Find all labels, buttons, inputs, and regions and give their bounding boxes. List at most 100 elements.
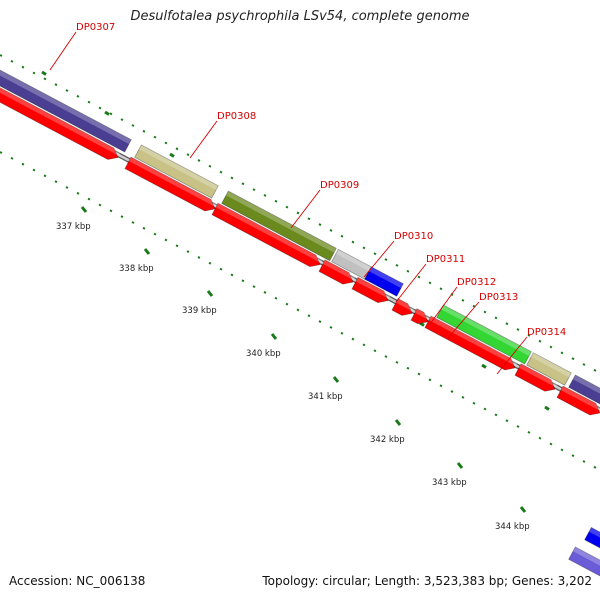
minor-tick <box>494 413 498 417</box>
minor-tick <box>538 436 542 440</box>
minor-tick <box>593 368 597 372</box>
minor-tick <box>516 425 520 428</box>
gene-block-DP0307-highlight <box>573 375 600 394</box>
minor-tick <box>571 454 575 458</box>
minor-tick <box>32 168 36 172</box>
cds-arrow <box>211 202 321 268</box>
gene-block-DP0309 <box>221 190 337 262</box>
minor-tick <box>274 296 278 300</box>
minor-tick <box>153 232 157 236</box>
gene-block-DP0307-highlight <box>0 70 132 144</box>
minor-tick <box>252 188 256 192</box>
gene-leader-line <box>49 31 77 71</box>
gene-block-DP0308-highlight <box>139 145 219 191</box>
minor-tick <box>208 261 212 265</box>
gene-label-DP0311: DP0311 <box>426 254 465 265</box>
minor-tick <box>406 269 410 273</box>
tick-label: 341 kbp <box>308 392 343 402</box>
gene-block-DP0314-highlight <box>441 305 532 356</box>
map-title: Desulfotalea psychrophila LSv54, complet… <box>130 9 470 24</box>
tick-label: 343 kbp <box>432 478 467 488</box>
minor-tick <box>142 129 146 133</box>
major-tick <box>169 152 175 158</box>
minor-tick <box>54 180 58 184</box>
gene-label-DP0307: DP0307 <box>76 22 115 33</box>
minor-tick <box>307 314 311 318</box>
gene-label-DP0309: DP0309 <box>320 180 359 191</box>
minor-tick <box>340 234 344 238</box>
minor-tick <box>65 186 69 189</box>
scale-ticks: 337 kbp 338 kbp 339 kbp 340 kbp 341 kbp 342 k… <box>0 54 597 532</box>
minor-tick <box>87 197 91 201</box>
gene-block-partial-highlight <box>573 547 600 566</box>
minor-tick <box>538 339 542 343</box>
major-tick <box>206 290 214 297</box>
minor-tick <box>131 221 135 224</box>
gene-label-DP0308: DP0308 <box>217 111 256 122</box>
minor-tick <box>98 203 102 207</box>
minor-tick <box>197 256 201 259</box>
gene-block-DP0307 <box>0 69 132 153</box>
minor-tick <box>263 291 267 294</box>
minor-tick <box>197 159 201 162</box>
gene-block-DP0309-highlight <box>226 191 337 253</box>
minor-tick <box>417 372 421 376</box>
minor-tick <box>351 337 355 341</box>
gene-block-partial <box>584 526 600 549</box>
minor-tick <box>219 170 223 174</box>
minor-tick <box>219 267 223 271</box>
major-tick <box>104 110 110 116</box>
major-tick <box>270 333 278 340</box>
major-tick <box>80 206 88 213</box>
minor-tick <box>549 345 553 349</box>
cds-arrow <box>318 259 354 285</box>
minor-tick <box>582 363 586 366</box>
tick-label: 340 kbp <box>246 349 281 359</box>
minor-tick <box>76 191 80 195</box>
gene-leader-line <box>395 263 427 303</box>
minor-tick <box>54 83 58 87</box>
gene-leader-line <box>290 189 321 229</box>
cds-arrow <box>514 363 556 392</box>
minor-tick <box>494 316 498 320</box>
minor-tick <box>549 442 553 446</box>
major-tick <box>394 419 402 426</box>
minor-tick <box>10 156 14 160</box>
minor-tick <box>329 229 333 232</box>
minor-tick <box>340 331 344 335</box>
minor-tick <box>296 308 300 312</box>
minor-tick <box>417 275 421 279</box>
major-tick <box>332 376 340 383</box>
major-tick <box>481 363 487 369</box>
gene-label-DP0314: DP0314 <box>527 327 566 338</box>
minor-tick <box>32 71 36 75</box>
minor-tick <box>318 223 322 226</box>
minor-tick <box>263 194 267 197</box>
gene-block-DP0308 <box>134 144 219 199</box>
cds-arrow <box>391 298 413 316</box>
minor-tick <box>65 89 69 92</box>
cds-arrow <box>424 315 516 371</box>
minor-tick <box>384 355 388 358</box>
cds-arrow <box>0 87 119 160</box>
minor-tick <box>285 302 289 306</box>
minor-tick <box>428 281 432 285</box>
minor-tick <box>505 322 509 326</box>
cds-arrow-highlight <box>518 363 558 388</box>
minor-tick <box>373 349 377 353</box>
minor-tick <box>0 151 3 154</box>
minor-tick <box>10 59 14 63</box>
minor-tick <box>428 378 432 382</box>
cds-arrow-highlight <box>0 87 121 156</box>
tick-label: 338 kbp <box>119 264 154 274</box>
genome-summary-text: Topology: circular; Length: 3,523,383 bp… <box>262 574 592 588</box>
tick-label: 339 kbp <box>182 306 217 316</box>
minor-tick <box>164 141 168 145</box>
minor-tick <box>230 273 234 277</box>
gene-leader-line <box>496 336 528 375</box>
minor-tick <box>560 448 564 452</box>
minor-tick <box>329 326 333 329</box>
minor-tick <box>0 54 3 57</box>
minor-tick <box>527 333 531 337</box>
